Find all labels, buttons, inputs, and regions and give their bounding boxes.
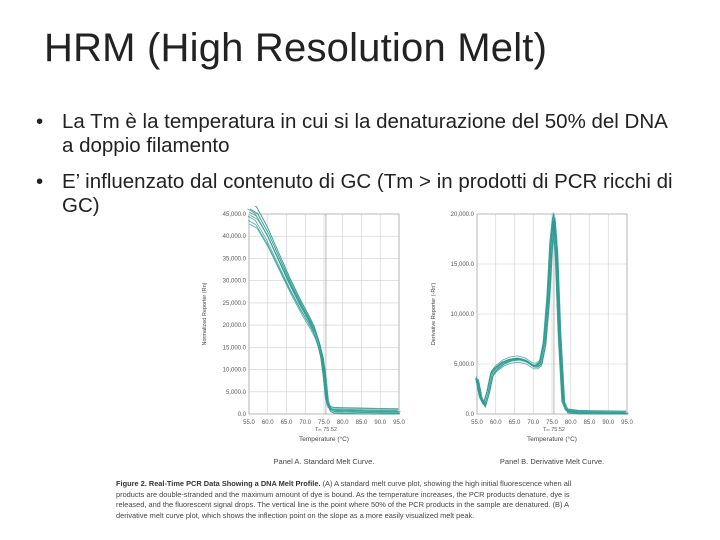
plot-area — [476, 213, 628, 415]
y-tick-label: 5,000.0 — [226, 390, 247, 396]
bullet-item: • La Tm è la temperatura in cui si la de… — [36, 110, 676, 158]
x-tick-label: 55.0 — [243, 420, 255, 426]
bullet-dot-icon: • — [36, 170, 44, 193]
bullet-item: • E’ influenzato dal contenuto di GC (Tm… — [36, 170, 676, 218]
y-tick-label: 0.0 — [466, 412, 475, 418]
x-tick-label: 80.0 — [565, 420, 577, 426]
y-tick-label: 25,000.0 — [223, 301, 247, 307]
x-tick-label: 75.0 — [546, 420, 558, 426]
y-axis-title: Normalized Reporter (Rn) — [202, 282, 208, 345]
plot-area — [248, 213, 400, 415]
y-tick-label: 0.0 — [238, 412, 247, 418]
x-tick-label: 90.0 — [374, 420, 386, 426]
x-tick-label: 65.0 — [281, 420, 293, 426]
melt-curve-line — [475, 217, 626, 414]
y-tick-label: 15,000.0 — [223, 345, 247, 351]
melt-curve-line — [478, 220, 629, 414]
y-tick-label: 15,000.0 — [451, 262, 475, 268]
panel-title: Panel B. Derivative Melt Curve. — [500, 457, 604, 466]
y-tick-label: 30,000.0 — [223, 279, 247, 285]
panel-title: Panel A. Standard Melt Curve. — [274, 457, 375, 466]
melt-curve-line — [247, 215, 398, 411]
melt-curve-chart: 55.0 60.0 65.0 70.0 75.0 80.0 85.0 90.0 95.0 0.0 5… — [202, 206, 405, 466]
x-axis-title: Temperature (°C) — [527, 435, 577, 443]
tm-marker-label: Tₘ 75.52 — [315, 427, 337, 433]
x-tick-label: 85.0 — [356, 420, 368, 426]
melt-curve-line — [477, 217, 628, 415]
y-tick-label: 20,000.0 — [451, 212, 475, 218]
bullet-list: • La Tm è la temperatura in cui si la de… — [36, 110, 676, 230]
x-tick-label: 70.0 — [527, 420, 539, 426]
melt-curve-line — [250, 215, 401, 412]
y-tick-label: 5,000.0 — [454, 362, 475, 368]
y-tick-label: 35,000.0 — [223, 256, 247, 262]
x-tick-label: 80.0 — [337, 420, 349, 426]
figure-caption-title: Figure 2. Real-Time PCR Data Showing a D… — [116, 479, 321, 488]
figure-caption-text: (A) A standard melt curve plot, showing … — [116, 479, 572, 520]
tm-marker-label: Tₘ 75.52 — [543, 427, 565, 433]
x-tick-label: 55.0 — [471, 420, 483, 426]
x-tick-label: 95.0 — [621, 420, 633, 426]
y-tick-label: 40,000.0 — [223, 234, 247, 240]
x-tick-label: 65.0 — [509, 420, 521, 426]
melt-curve-line — [475, 223, 627, 412]
bullet-text: La Tm è la temperatura in cui si la dena… — [62, 110, 667, 157]
x-tick-label: 85.0 — [584, 420, 596, 426]
y-tick-label: 20,000.0 — [223, 323, 247, 329]
x-axis-title: Temperature (°C) — [299, 435, 349, 443]
y-tick-label: 45,000.0 — [223, 212, 247, 218]
x-tick-label: 95.0 — [393, 420, 405, 426]
x-tick-label: 70.0 — [299, 420, 311, 426]
y-axis-title: Derivative Reporter (-Rn') — [431, 283, 437, 346]
bullet-dot-icon: • — [36, 110, 44, 133]
slide-title: HRM (High Resolution Melt) — [44, 26, 548, 70]
x-tick-label: 60.0 — [490, 420, 502, 426]
y-tick-label: 10,000.0 — [223, 368, 247, 374]
melt-curve-line — [247, 208, 398, 412]
figure-caption: Figure 2. Real-Time PCR Data Showing a D… — [116, 479, 576, 521]
melt-curve-line — [249, 208, 400, 415]
x-tick-label: 90.0 — [602, 420, 614, 426]
melt-curve-line — [248, 220, 399, 409]
bullet-text: E’ influenzato dal contenuto di GC (Tm >… — [62, 170, 673, 217]
y-tick-label: 10,000.0 — [451, 312, 475, 318]
derivative-melt-chart: 55.0 60.0 65.0 70.0 75.0 80.0 85.0 90.0 95.0 0.0 5… — [431, 212, 633, 466]
x-tick-label: 60.0 — [262, 420, 274, 426]
x-tick-label: 75.0 — [318, 420, 330, 426]
